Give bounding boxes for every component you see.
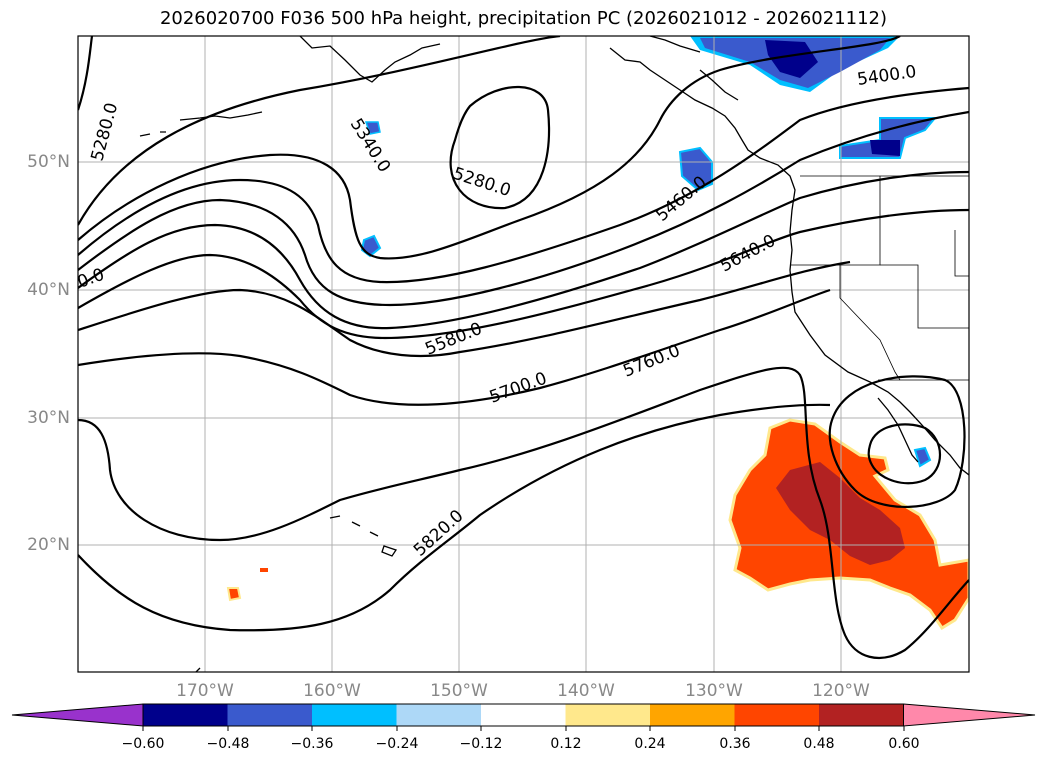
lat-label-30n: 30°N xyxy=(27,408,70,428)
borders xyxy=(790,175,969,381)
colorbar-outline xyxy=(142,703,904,727)
colorbar-segment xyxy=(565,704,651,726)
map-area xyxy=(78,36,969,672)
colorbar-segment xyxy=(143,704,228,726)
lon-label-150w: 150°W xyxy=(430,681,488,701)
coastlines xyxy=(139,36,969,672)
colorbar-segment xyxy=(312,704,397,726)
contour-label-5700: 5700.0 xyxy=(487,369,550,408)
colorbar-tick-label: 0.48 xyxy=(803,736,835,752)
height-contours xyxy=(78,36,969,659)
contour-label-5760: 5760.0 xyxy=(620,341,683,382)
lon-label-170w: 170°W xyxy=(176,681,234,701)
colorbar-segment xyxy=(819,704,904,726)
lon-label-140w: 140°W xyxy=(557,681,615,701)
colorbar-segment xyxy=(227,704,313,726)
colorbar-tick-label: −0.60 xyxy=(121,736,165,752)
gridlines xyxy=(78,36,969,672)
contour-label-5460: 5460.0 xyxy=(652,172,710,226)
colorbar-tick-label: −0.24 xyxy=(375,736,419,752)
contour-label-5280-low: 5280.0 xyxy=(450,164,513,201)
map-frame xyxy=(77,35,970,673)
colorbar-segment xyxy=(650,704,735,726)
colorbar-segment xyxy=(396,704,482,726)
lat-label-50n: 50°N xyxy=(27,152,70,172)
colorbar-tick-label: −0.36 xyxy=(290,736,334,752)
colorbar-tick-label: −0.48 xyxy=(206,736,250,752)
colorbar-extend-high xyxy=(903,703,1036,727)
colorbar-segment xyxy=(481,704,566,726)
colorbar-tick-label: 0.36 xyxy=(719,736,751,752)
colorbar-segment xyxy=(734,704,820,726)
colorbar-tick-label: 0.60 xyxy=(888,736,920,752)
lat-label-20n: 20°N xyxy=(27,535,70,555)
lon-label-130w: 130°W xyxy=(685,681,743,701)
lat-label-40n: 40°N xyxy=(27,280,70,300)
colorbar-ticks xyxy=(142,726,905,731)
negative-precip-areas xyxy=(360,36,938,468)
colorbar-tick-label: 0.24 xyxy=(634,736,666,752)
colorbar-tick-label: −0.12 xyxy=(459,736,503,752)
contour-label-5400: 5400.0 xyxy=(856,62,918,90)
lon-label-160w: 160°W xyxy=(303,681,361,701)
contour-label-5280-west: 5280.0 xyxy=(88,101,123,164)
colorbar-tick-label: 0.12 xyxy=(550,736,582,752)
colorbar-extend-low xyxy=(11,703,144,727)
colorbar-segments xyxy=(11,703,1036,727)
colorbar xyxy=(11,703,1036,731)
map-title: 2026020700 F036 500 hPa height, precipit… xyxy=(159,8,888,29)
contour-label-5640: 5640.0 xyxy=(717,231,779,277)
lon-label-120w: 120°W xyxy=(812,681,870,701)
